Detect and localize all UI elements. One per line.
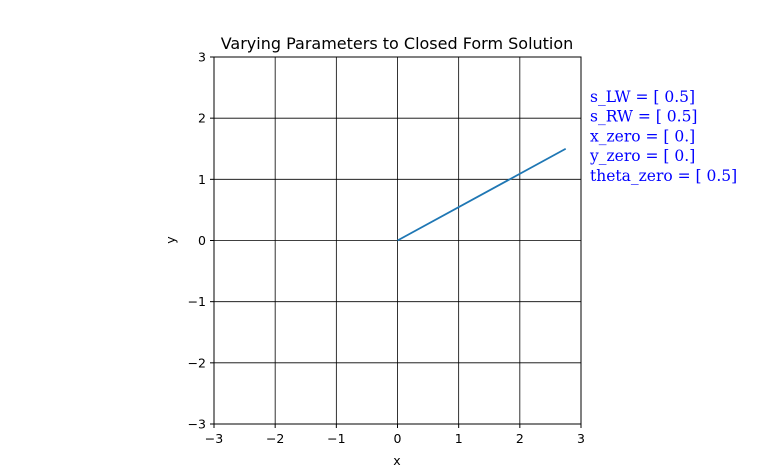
y-axis-label: y	[163, 236, 178, 244]
series-line	[397, 147, 567, 242]
y-tick-label: 1	[198, 172, 206, 187]
parameter-annotation: x_zero = [ 0.]	[590, 127, 695, 145]
y-tick-label: −1	[188, 294, 206, 309]
axis-ticks: −3 −2 −1 0 1 2 3 −3 −2 −1 0 1 2 3	[188, 50, 585, 447]
y-tick-label: −2	[188, 355, 206, 370]
chart-title: Varying Parameters to Closed Form Soluti…	[221, 34, 574, 53]
x-tick-label: 2	[516, 431, 524, 446]
x-tick-label: −2	[266, 431, 284, 446]
x-tick-label: 1	[455, 431, 463, 446]
y-tick-label: 3	[198, 50, 206, 65]
parameter-annotation: s_RW = [ 0.5]	[590, 108, 697, 126]
x-tick-label: 3	[577, 431, 585, 446]
parameter-annotation: y_zero = [ 0.]	[589, 147, 695, 165]
x-tick-label: −1	[327, 431, 345, 446]
series-group	[397, 147, 567, 242]
parameter-annotation: theta_zero = [ 0.5]	[590, 167, 737, 185]
y-tick-label: −3	[188, 417, 206, 432]
y-tick-label: 0	[198, 233, 206, 248]
x-tick-label: 0	[394, 431, 402, 446]
x-tick-label: −3	[205, 431, 223, 446]
parameter-annotations: s_LW = [ 0.5] s_RW = [ 0.5]x_zero = [ 0.]…	[589, 88, 737, 185]
y-tick-label: 2	[198, 111, 206, 126]
parameter-annotation: s_LW = [ 0.5]	[590, 88, 695, 106]
x-axis-label: x	[393, 453, 400, 468]
